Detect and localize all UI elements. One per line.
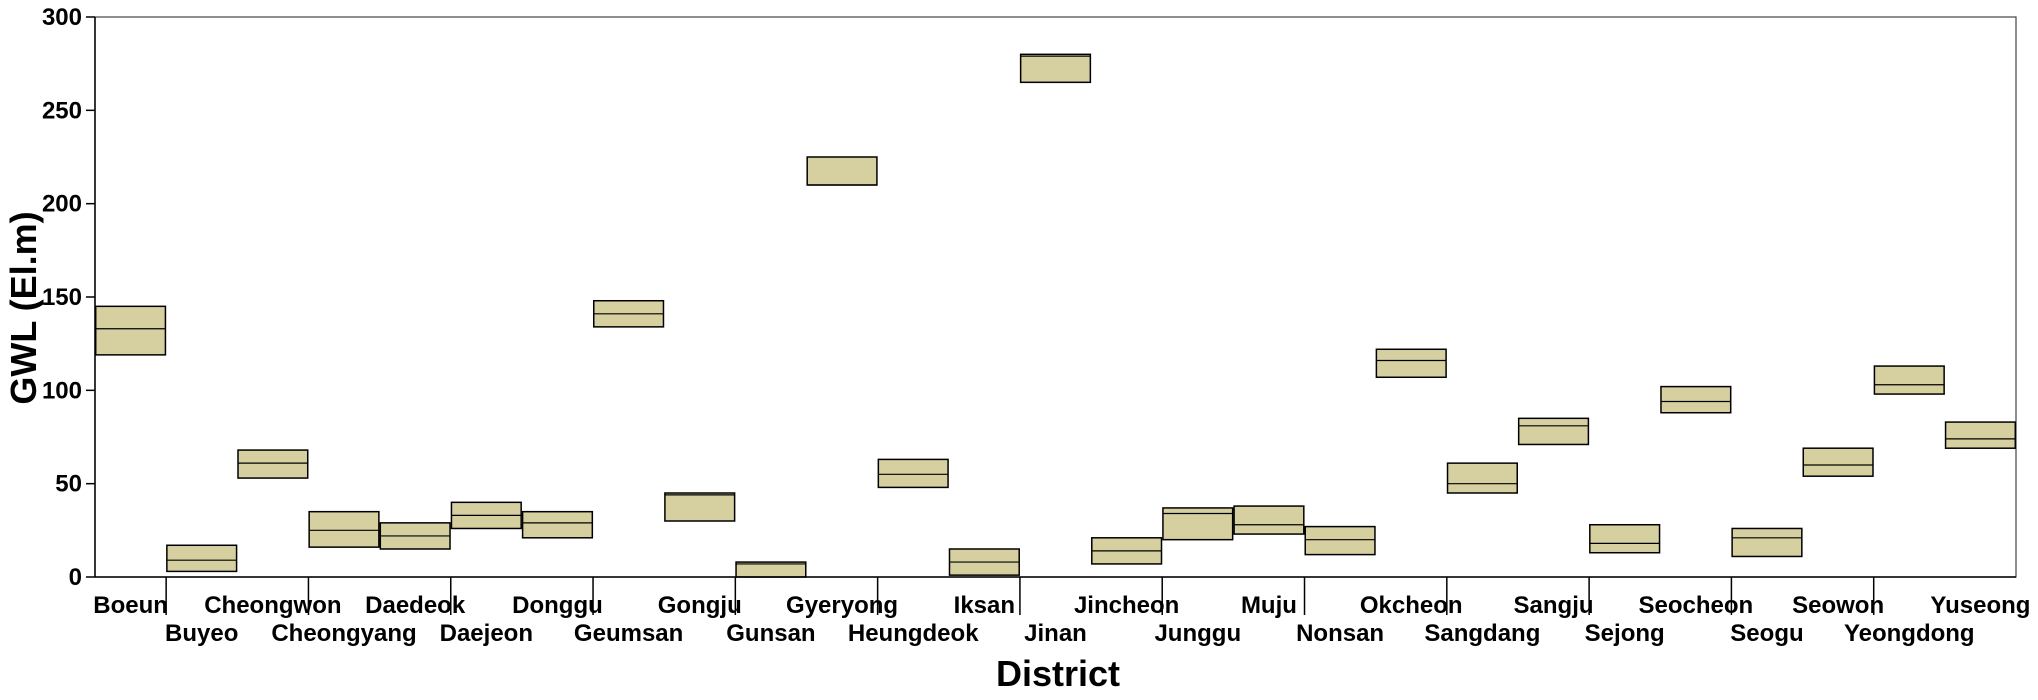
box-heungdeok bbox=[877, 458, 949, 489]
x-tick-label: Geumsan bbox=[574, 620, 683, 647]
x-tick-label: Seogu bbox=[1730, 620, 1803, 647]
box-sangju bbox=[1517, 417, 1590, 446]
x-tick-label: Yuseong bbox=[1930, 592, 2030, 619]
x-axis-title: District bbox=[996, 653, 1120, 694]
box-gongju bbox=[664, 492, 736, 522]
y-tick-label: 300 bbox=[42, 4, 82, 31]
x-tick-label: Daedeok bbox=[365, 592, 466, 619]
box-nonsan bbox=[1304, 525, 1376, 556]
box-donggu bbox=[521, 510, 594, 539]
x-tick-label: Seowon bbox=[1792, 592, 1884, 619]
y-tick-label: 200 bbox=[42, 191, 82, 218]
iqr-box bbox=[1019, 53, 1092, 84]
box-cheongyang bbox=[308, 510, 380, 548]
iqr-box bbox=[1517, 417, 1590, 446]
iqr-box bbox=[1589, 523, 1661, 554]
x-tick-label: Cheongwon bbox=[204, 592, 341, 619]
y-tick-label: 150 bbox=[42, 284, 82, 311]
iqr-box bbox=[521, 510, 594, 539]
iqr-box bbox=[1873, 365, 1945, 395]
x-tick-label: Yeongdong bbox=[1844, 620, 1975, 647]
iqr-box bbox=[1446, 462, 1519, 494]
iqr-box bbox=[1944, 421, 2017, 449]
iqr-box bbox=[806, 156, 878, 186]
y-tick-label: 250 bbox=[42, 97, 82, 124]
iqr-box bbox=[1375, 348, 1447, 379]
iqr-box bbox=[1802, 447, 1874, 477]
x-tick-label: Daejeon bbox=[440, 620, 533, 647]
y-tick-label: 0 bbox=[69, 564, 82, 591]
box-yeongdong bbox=[1873, 365, 1945, 395]
iqr-box bbox=[664, 492, 736, 522]
box-iksan bbox=[948, 548, 1020, 576]
x-tick-label: Boeun bbox=[93, 592, 168, 619]
iqr-box bbox=[1304, 525, 1376, 556]
x-tick-label: Sangdang bbox=[1424, 620, 1540, 647]
box-sangdang bbox=[1446, 462, 1519, 494]
x-tick-label: Cheongyang bbox=[271, 620, 416, 647]
x-tick-label: Okcheon bbox=[1360, 592, 1463, 619]
box-sejong bbox=[1589, 523, 1661, 554]
x-tick-label: Iksan bbox=[954, 592, 1015, 619]
box-gyeryong bbox=[806, 156, 878, 186]
x-tick-label: Junggu bbox=[1154, 620, 1241, 647]
x-tick-label: Seocheon bbox=[1638, 592, 1753, 619]
x-tick-label: Gyeryong bbox=[786, 592, 898, 619]
box-gunsan bbox=[735, 561, 807, 578]
box-yuseong bbox=[1944, 421, 2017, 449]
iqr-box bbox=[877, 458, 949, 489]
y-tick-label: 50 bbox=[55, 471, 82, 498]
iqr-box bbox=[1660, 385, 1732, 414]
plot-border bbox=[94, 16, 2017, 578]
x-tick-label: Gongju bbox=[658, 592, 742, 619]
box-junggu bbox=[1162, 507, 1234, 541]
x-tick-label: Sangju bbox=[1514, 592, 1594, 619]
y-tick-label: 100 bbox=[42, 377, 82, 404]
x-tick-label: Donggu bbox=[512, 592, 603, 619]
y-axis-title: GWL (El.m) bbox=[3, 211, 44, 404]
x-tick-label: Nonsan bbox=[1296, 620, 1384, 647]
box-boeun bbox=[94, 305, 167, 356]
x-tick-label: Muju bbox=[1241, 592, 1297, 619]
box-jincheon bbox=[1091, 537, 1163, 565]
box-geumsan bbox=[592, 299, 665, 328]
box-buyeo bbox=[166, 544, 238, 573]
box-daedeok bbox=[379, 522, 451, 550]
iqr-box bbox=[237, 449, 309, 479]
box-seocheon bbox=[1660, 385, 1732, 414]
iqr-box bbox=[1233, 505, 1305, 535]
iqr-box bbox=[166, 544, 238, 573]
iqr-box bbox=[308, 510, 380, 548]
iqr-box bbox=[1162, 507, 1234, 541]
iqr-box bbox=[1731, 527, 1803, 558]
x-tick-label: Buyeo bbox=[165, 620, 238, 647]
box-okcheon bbox=[1375, 348, 1447, 379]
x-tick-label: Sejong bbox=[1585, 620, 1665, 647]
x-tick-label: Gunsan bbox=[726, 620, 815, 647]
box-muju bbox=[1233, 505, 1305, 535]
x-tick-label: Heungdeok bbox=[848, 620, 979, 647]
box-daejeon bbox=[450, 501, 522, 530]
box-cheongwon bbox=[237, 449, 309, 479]
iqr-box bbox=[94, 305, 167, 356]
x-tick-label: Jinan bbox=[1024, 620, 1087, 647]
box-seowon bbox=[1802, 447, 1874, 477]
x-tick-label: Jincheon bbox=[1074, 592, 1179, 619]
box-seogu bbox=[1731, 527, 1803, 558]
box-jinan bbox=[1019, 53, 1092, 84]
